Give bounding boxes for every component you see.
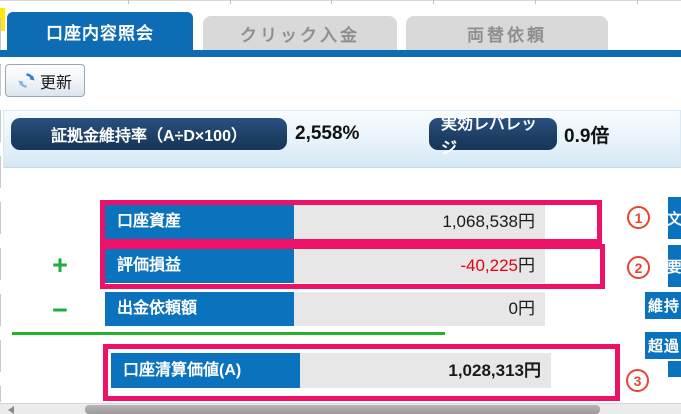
annotation-circle-2: 2 [627,256,650,279]
row-label: 出金依頼額 [105,292,294,326]
refresh-icon [18,72,35,89]
row-value: 0円 [294,292,545,326]
value-unit: 円 [518,256,535,275]
row-value: 1,028,313円 [300,353,551,388]
refresh-label: 更新 [39,74,72,92]
value-unit: 円 [518,212,535,231]
side-button-fragment-blank [668,361,681,377]
margin-ratio-badge: 証拠金維持率（A÷D×100） [11,118,287,150]
table-row-unrealized-pl: 評価損益 -40,225円 [105,249,600,283]
top-tick [433,0,434,4]
value-number-negative: -40,225 [460,256,518,275]
leverage-value: 0.9倍 [564,125,610,147]
left-edge-border [0,18,1,402]
top-tick [230,0,231,4]
top-tick [535,0,536,4]
value-unit: 円 [518,299,535,318]
tab-account-details[interactable]: 口座内容照会 [7,12,193,50]
row-label: 口座資産 [105,205,294,239]
horizontal-scrollbar[interactable] [0,403,681,414]
highlight-box-2: 評価損益 -40,225円 [100,244,605,289]
refresh-button[interactable]: 更新 [5,64,85,97]
table-row-account-assets: 口座資産 1,068,538円 [105,205,597,239]
row-value: 1,068,538円 [294,205,545,239]
side-button-fragment-order[interactable]: 文 [668,197,681,239]
scrollbar-thumb[interactable] [85,405,600,414]
tab-quick-deposit[interactable]: クリック入金 [203,16,397,50]
value-number: 1,068,538 [442,212,518,231]
top-tick [128,0,129,4]
table-row-withdrawal-request: 出金依頼額 0円 [105,292,545,326]
top-hairline [0,0,681,1]
highlight-box-1: 口座資産 1,068,538円 [100,200,602,244]
table-row-liquidation-value: 口座清算価値(A) 1,028,313円 [111,353,551,388]
top-tick [331,0,332,4]
scroll-left-arrow-icon[interactable] [8,406,14,414]
margin-ratio-value: 2,558% [295,123,360,144]
sum-divider-line [12,332,445,335]
row-value: -40,225円 [294,249,545,283]
tab-currency-exchange[interactable]: 両替依頼 [406,16,608,50]
minus-operator: − [52,295,68,325]
value-number: 1,028,313 [448,361,524,380]
margin-summary-panel: 証拠金維持率（A÷D×100） 2,558% 実効レバレッジ 0.9倍 [3,110,681,168]
plus-operator: + [52,250,68,280]
top-tick [637,0,638,4]
annotation-circle-3: 3 [626,369,649,392]
row-label: 口座清算価値(A) [111,353,300,388]
value-unit: 円 [524,361,541,380]
tab-underline-bar [0,50,681,57]
row-label: 評価損益 [105,249,294,283]
highlight-box-3: 口座清算価値(A) 1,028,313円 [103,344,620,401]
leverage-badge: 実効レバレッジ [429,116,557,157]
value-number: 0 [508,299,518,318]
side-button-fragment-maintenance[interactable]: 維持 [645,292,681,319]
side-button-fragment-required[interactable]: 要 [668,245,681,287]
annotation-circle-1: 1 [627,206,650,229]
side-button-fragment-excess[interactable]: 超過 [645,332,681,359]
yellow-edge-marker [0,8,5,31]
